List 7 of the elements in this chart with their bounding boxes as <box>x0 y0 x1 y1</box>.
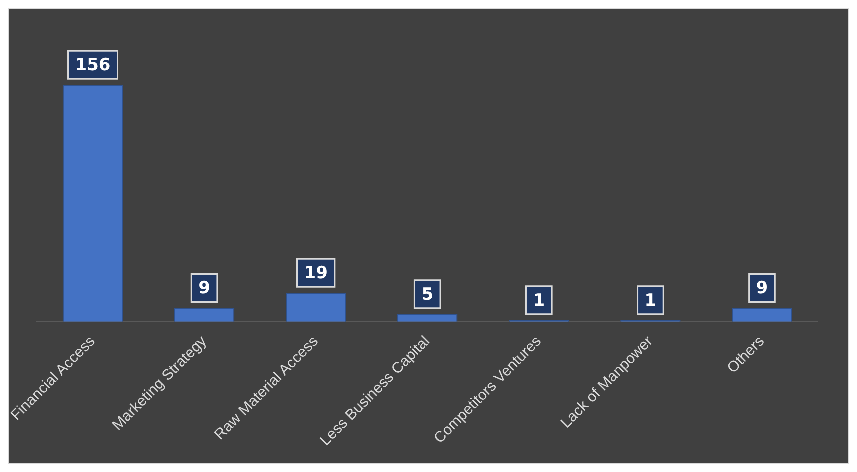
data-label: 1 <box>644 290 657 311</box>
data-label: 19 <box>304 263 328 284</box>
data-label: 156 <box>75 55 111 76</box>
data-label: 1 <box>533 290 546 311</box>
data-label: 9 <box>756 278 768 299</box>
data-label: 5 <box>422 284 434 305</box>
data-label: 9 <box>198 278 210 299</box>
